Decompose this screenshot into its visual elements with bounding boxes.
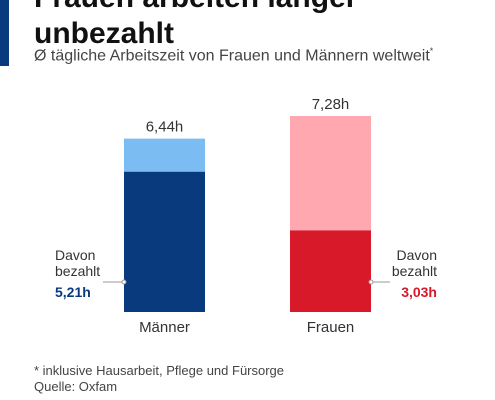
- subtitle-marker: *: [429, 46, 434, 56]
- bar-paid-frauen: [290, 230, 371, 312]
- subtitle-text: Ø tägliche Arbeitszeit von Frauen und Mä…: [34, 47, 430, 65]
- paid-caption-1-frauen: Davon: [397, 247, 437, 263]
- total-label-frauen: 7,28h: [312, 96, 350, 113]
- total-label-maenner: 6,44h: [146, 119, 184, 136]
- title-line-1: Frauen arbeiten länger: [34, 0, 357, 16]
- category-label-frauen: Frauen: [307, 319, 355, 336]
- footnote-source: Quelle: Oxfam: [34, 379, 118, 394]
- paid-caption-2-maenner: bezahlt: [55, 263, 100, 279]
- bar-total-maenner: [124, 138, 205, 172]
- chart-subtitle: Ø tägliche Arbeitszeit von Frauen und Mä…: [34, 46, 433, 65]
- annotation-dot-maenner: [121, 279, 127, 285]
- footnote-note: * inklusive Hausarbeit, Pflege und Fürso…: [34, 363, 285, 378]
- accent-bar: [0, 0, 9, 66]
- paid-caption-1-maenner: Davon: [55, 247, 95, 263]
- annotation-dot-frauen: [368, 279, 374, 285]
- chart-title: Frauen arbeiten länger unbezahlt: [34, 0, 357, 52]
- footnote: * inklusive Hausarbeit, Pflege und Fürso…: [34, 363, 284, 395]
- category-label-maenner: Männer: [139, 319, 190, 336]
- bar-total-frauen: [290, 116, 371, 231]
- paid-label-maenner: 5,21h: [55, 284, 91, 300]
- bar-paid-maenner: [124, 171, 205, 312]
- paid-label-frauen: 3,03h: [401, 284, 437, 300]
- paid-caption-2-frauen: bezahlt: [392, 263, 437, 279]
- title-line-2: unbezahlt: [34, 17, 174, 50]
